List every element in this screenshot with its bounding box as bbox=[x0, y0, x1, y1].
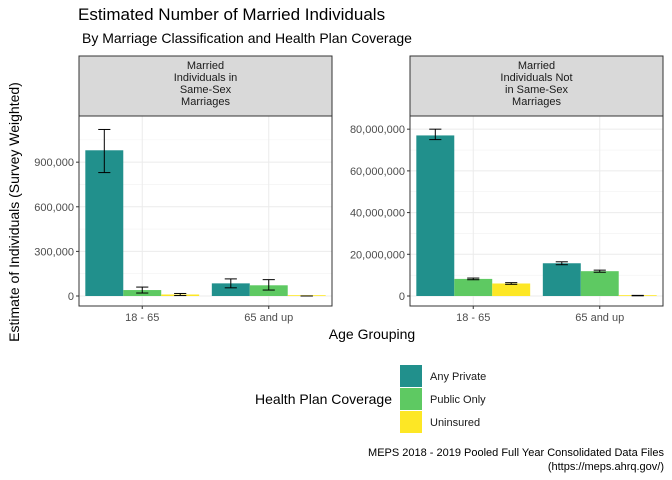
facet-strip bbox=[78, 55, 333, 117]
facet-strip-label: Married bbox=[187, 60, 224, 72]
legend-swatch bbox=[400, 388, 422, 410]
x-tick-label: 18 - 65 bbox=[456, 312, 490, 324]
facet-strip-label: in Same-Sex bbox=[505, 84, 568, 96]
error-bar bbox=[555, 261, 568, 266]
legend-label: Public Only bbox=[430, 394, 486, 406]
error-bar bbox=[262, 279, 275, 291]
chart-title: Estimated Number of Married Individuals bbox=[78, 5, 385, 24]
bar bbox=[492, 283, 531, 296]
y-tick-label: 300,000 bbox=[34, 246, 74, 258]
legend-label: Uninsured bbox=[430, 417, 480, 429]
error-bar bbox=[505, 282, 518, 285]
legend: Health Plan Coverage Any Private Public O… bbox=[255, 365, 486, 433]
facet-strip-label: Marriages bbox=[181, 96, 230, 108]
facet-strip-label: Individuals in bbox=[174, 72, 238, 84]
facet-strip-label: Marriages bbox=[512, 96, 561, 108]
error-bar bbox=[224, 278, 237, 289]
panel-border bbox=[409, 115, 664, 307]
y-tick-label: 0 bbox=[399, 291, 405, 303]
caption-line-1: MEPS 2018 - 2019 Pooled Full Year Consol… bbox=[368, 447, 664, 459]
y-axis-label: Estimate of Individuals (Survey Weighted… bbox=[6, 82, 22, 342]
x-tick-label: 65 and up bbox=[575, 312, 624, 324]
y-tick-label: 900,000 bbox=[34, 157, 74, 169]
y-tick-label: 0 bbox=[68, 291, 74, 303]
bar bbox=[249, 285, 288, 296]
bar bbox=[580, 271, 619, 296]
facet-strip-label: Same-Sex bbox=[180, 84, 232, 96]
bar bbox=[416, 135, 455, 296]
y-tick-label: 600,000 bbox=[34, 202, 74, 214]
y-tick-label: 20,000,000 bbox=[350, 249, 405, 261]
error-bar bbox=[174, 292, 187, 297]
legend-swatch bbox=[400, 365, 422, 387]
y-tick-label: 60,000,000 bbox=[350, 166, 405, 178]
bar bbox=[454, 278, 493, 296]
caption-line-2: (https://meps.ahrq.gov/) bbox=[548, 461, 664, 473]
legend-swatch bbox=[400, 411, 422, 433]
error-bar bbox=[467, 277, 480, 281]
y-tick-label: 40,000,000 bbox=[350, 208, 405, 220]
chart-subtitle: By Marriage Classification and Health Pl… bbox=[82, 30, 412, 46]
y-tick-label: 80,000,000 bbox=[350, 124, 405, 136]
facet-strip bbox=[409, 55, 664, 117]
bar bbox=[211, 283, 250, 296]
panel-border bbox=[78, 115, 333, 307]
bar bbox=[542, 263, 581, 296]
legend-label: Any Private bbox=[430, 371, 486, 383]
x-axis-label: Age Grouping bbox=[329, 326, 415, 342]
x-tick-label: 65 and up bbox=[244, 312, 293, 324]
legend-title: Health Plan Coverage bbox=[255, 391, 392, 407]
facet-strip-label: Married bbox=[518, 60, 555, 72]
x-tick-label: 18 - 65 bbox=[125, 312, 159, 324]
facet-strip-label: Individuals Not bbox=[500, 72, 572, 84]
error-bar bbox=[429, 128, 442, 141]
bar bbox=[85, 150, 124, 296]
error-bar bbox=[136, 286, 149, 294]
error-bar bbox=[98, 128, 111, 174]
error-bar bbox=[593, 269, 606, 273]
